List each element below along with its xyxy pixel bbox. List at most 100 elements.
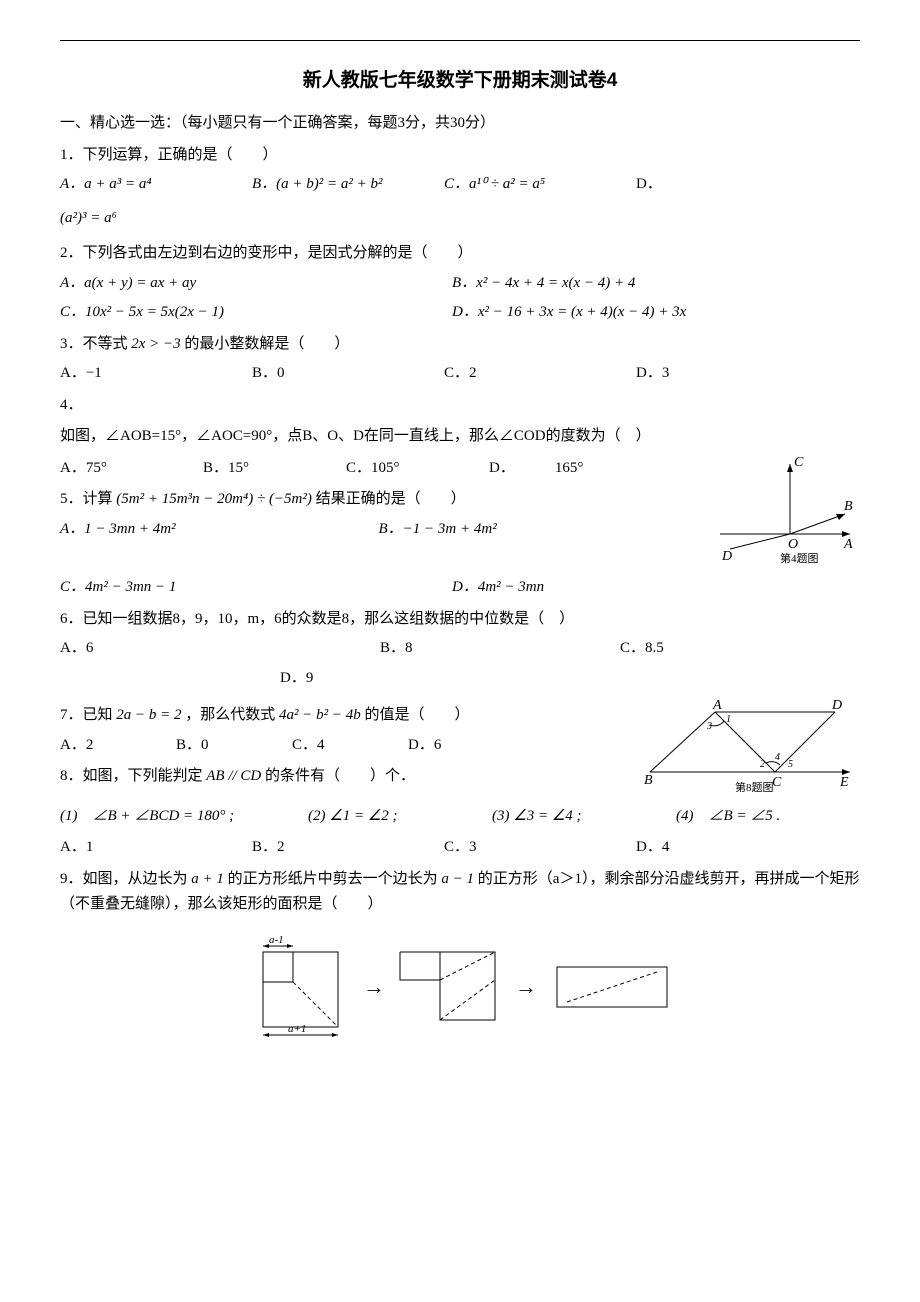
q4-D: D．165° [489, 456, 632, 482]
fig8-C: C [772, 775, 782, 790]
fig8-E: E [839, 775, 849, 790]
arrow2-icon: → [515, 968, 537, 1005]
q9-figB [395, 942, 505, 1032]
q8-D: D．4 [636, 835, 828, 861]
q4-options: A．75° B．15° C．105° D．165° [60, 456, 710, 482]
q4-stem: 如图，∠AOB=15°，∠AOC=90°，点B、O、D在同一直线上，那么∠COD… [60, 424, 860, 450]
q3-B: B．0 [252, 361, 444, 387]
q7-B: B．0 [176, 733, 292, 759]
q2-A: A．a(x + y) = ax + ay [60, 271, 452, 297]
q8-pre: 8．如图，下列能判定 [60, 768, 206, 784]
q5-stem: 5．计算 (5m² + 15m³n − 20m⁴) ÷ (−5m²) 结果正确的… [60, 487, 710, 513]
q1-D-expr: (a²)³ = a⁶ [60, 206, 860, 232]
fig4-B: B [844, 499, 853, 514]
q8-c1: (1) ∠B + ∠BCD = 180° ; [60, 804, 284, 830]
q9-lab-top: a-1 [269, 934, 284, 946]
fig4-A: A [843, 537, 853, 552]
q9-lab-bot: a+1 [288, 1023, 306, 1035]
q2-options: A．a(x + y) = ax + ay B．x² − 4x + 4 = x(x… [60, 271, 860, 326]
header-rule [60, 40, 860, 41]
q9-m1: a + 1 [191, 871, 224, 887]
q6-options: A．6 B．8 C．8.5 D．9 [60, 636, 860, 691]
q4-D-text: 165° [555, 460, 584, 476]
q3-options: A．−1 B．0 C．2 D．3 [60, 361, 860, 387]
q1-options: A．a + a³ = a⁴ B．(a + b)² = a² + b² C．a¹⁰… [60, 172, 860, 198]
q2-D: D．x² − 16 + 3x = (x + 4)(x − 4) + 3x [452, 300, 844, 326]
q5-C: C．4m² − 3mn − 1 [60, 575, 452, 601]
q5-post: 结果正确的是（ ） [316, 491, 466, 507]
q6-D: D．9 [60, 666, 920, 692]
q9-mid: 的正方形纸片中剪去一个边长为 [228, 871, 438, 887]
q5-options-1: A．1 − 3mn + 4m² B．−1 − 3m + 4m² [60, 517, 710, 543]
q4-A: A．75° [60, 456, 203, 482]
q5-B: B．−1 − 3m + 4m² [379, 517, 698, 543]
q8-A: A．1 [60, 835, 252, 861]
q1-stem: 1．下列运算，正确的是（ ） [60, 143, 860, 169]
q7-mid: ，那么代数式 [185, 707, 275, 723]
q3-stem: 3．不等式 2x > −3 的最小整数解是（ ） [60, 332, 860, 358]
q5-A: A．1 − 3mn + 4m² [60, 517, 379, 543]
q4-B: B．15° [203, 456, 346, 482]
q8-figure: A D B C E 1 3 2 4 5 第8题图 [640, 697, 860, 802]
q9-figC [547, 952, 677, 1022]
q8-c2: (2) ∠1 = ∠2 ; [308, 804, 468, 830]
q1-A: A．a + a³ = a⁴ [60, 172, 252, 198]
q3-pre: 3．不等式 [60, 336, 128, 352]
q3-A: A．−1 [60, 361, 252, 387]
q8-post: 的条件有（ ）个． [265, 768, 415, 784]
q4-figure: C B A O D 第4题图 [710, 454, 860, 574]
q5-math: (5m² + 15m³n − 20m⁴) ÷ (−5m²) [116, 491, 312, 507]
q8-options: A．1 B．2 C．3 D．4 [60, 835, 860, 861]
arrow1-icon: → [363, 968, 385, 1005]
fig4-C: C [794, 455, 804, 470]
fig4-caption: 第4题图 [780, 551, 819, 564]
q6-C: C．8.5 [620, 636, 780, 662]
fig8-caption: 第8题图 [735, 780, 774, 792]
q9-m2: a − 1 [441, 871, 474, 887]
q8-stem: 8．如图，下列能判定 AB // CD 的条件有（ ）个． [60, 764, 640, 790]
q2-B: B．x² − 4x + 4 = x(x − 4) + 4 [452, 271, 844, 297]
q4-q5-block: 4． 如图，∠AOB=15°，∠AOC=90°，点B、O、D在同一直线上，那么∠… [60, 393, 860, 601]
fig8-ang5: 5 [788, 759, 793, 770]
q2-stem: 2．下列各式由左边到右边的变形中，是因式分解的是（ ） [60, 241, 860, 267]
page-title: 新人教版七年级数学下册期末测试卷4 [60, 65, 860, 97]
q6-stem: 6．已知一组数据8，9，10，m，6的众数是8，那么这组数据的中位数是（ ） [60, 607, 860, 633]
q3-math: 2x > −3 [131, 336, 180, 352]
q3-post: 的最小整数解是（ ） [184, 336, 349, 352]
q7-D: D．6 [408, 733, 524, 759]
q1-B: B．(a + b)² = a² + b² [252, 172, 444, 198]
q1-D-label: D． [636, 172, 828, 198]
q9-stem: 9．如图，从边长为 a + 1 的正方形纸片中剪去一个边长为 a − 1 的正方… [60, 867, 860, 918]
q7-options: A．2 B．0 C．4 D．6 [60, 733, 640, 759]
fig8-D: D [831, 698, 842, 713]
fig8-A: A [712, 698, 722, 713]
fig4-O: O [788, 537, 798, 552]
q5-options-2: C．4m² − 3mn − 1 D．4m² − 3mn [60, 575, 860, 601]
q3-D: D．3 [636, 361, 828, 387]
q6-B: B．8 [380, 636, 620, 662]
fig8-ang1: 1 [726, 714, 731, 725]
q3-C: C．2 [444, 361, 636, 387]
q8-B: B．2 [252, 835, 444, 861]
q8-m1: AB // CD [206, 768, 261, 784]
q9-figA: a-1 a+1 [243, 932, 353, 1042]
q8-c3: (3) ∠3 = ∠4 ; [492, 804, 652, 830]
q7-m2: 4a² − b² − 4b [279, 707, 361, 723]
q7-post: 的值是（ ） [365, 707, 470, 723]
q7-C: C．4 [292, 733, 408, 759]
fig4-D: D [721, 549, 732, 564]
q5-pre: 5．计算 [60, 491, 113, 507]
q9-figures: a-1 a+1 → → [60, 932, 860, 1042]
section-heading: 一、精心选一选：（每小题只有一个正确答案，每题3分，共30分） [60, 111, 860, 137]
q7-pre: 7．已知 [60, 707, 113, 723]
fig8-ang2: 2 [760, 759, 765, 770]
q7-m1: 2a − b = 2 [116, 707, 181, 723]
q9-pre: 9．如图，从边长为 [60, 871, 188, 887]
q5-D: D．4m² − 3mn [452, 575, 844, 601]
fig8-ang4: 4 [775, 752, 780, 763]
q8-conditions: (1) ∠B + ∠BCD = 180° ; (2) ∠1 = ∠2 ; (3)… [60, 804, 860, 830]
q8-C: C．3 [444, 835, 636, 861]
q4-pre: 4． [60, 393, 860, 419]
fig8-B: B [644, 773, 653, 788]
q4-C: C．105° [346, 456, 489, 482]
